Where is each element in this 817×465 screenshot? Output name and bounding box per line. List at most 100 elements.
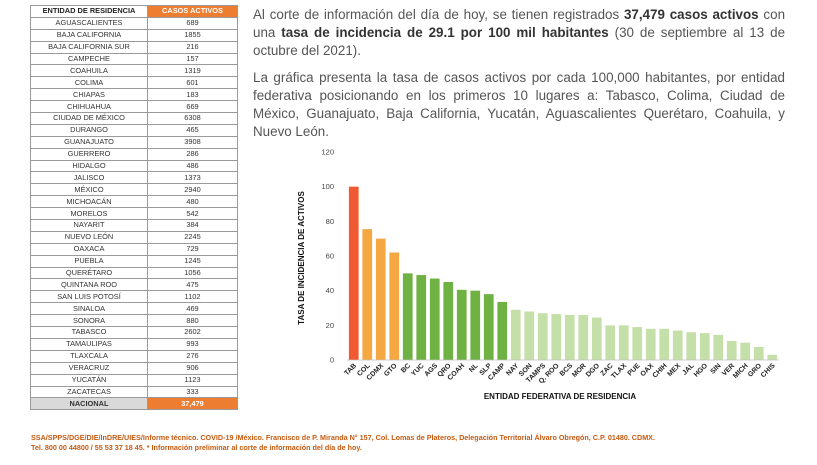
bar bbox=[659, 328, 670, 360]
cell-state: JALISCO bbox=[30, 171, 148, 185]
bar bbox=[618, 325, 629, 360]
table-row: CAMPECHE 157 bbox=[30, 52, 238, 66]
table-row: SAN LUIS POTOSÍ 1102 bbox=[30, 290, 238, 304]
active-cases-table: ENTIDAD DE RESIDENCIA CASOS ACTIVOS AGUA… bbox=[30, 5, 238, 411]
cell-state: MORELOS bbox=[30, 207, 148, 221]
summary-cases-bold: 37,479 casos activos bbox=[623, 7, 759, 22]
table-row: COLIMA 601 bbox=[30, 76, 238, 90]
footer-citation: SSA/SPPS/DGE/DIE/InDRE/UIES/Informe técn… bbox=[31, 433, 791, 452]
bar bbox=[348, 186, 359, 360]
table-row: BAJA CALIFORNIA 1855 bbox=[30, 28, 238, 42]
bar bbox=[713, 334, 724, 360]
cell-cases: 2245 bbox=[147, 230, 238, 244]
table-row: NAYARIT 384 bbox=[30, 219, 238, 232]
x-tick-label: DGO bbox=[585, 362, 602, 379]
table-row: MÉXICO 2940 bbox=[30, 183, 238, 197]
table-row: CIUDAD DE MÉXICO 6308 bbox=[30, 112, 238, 125]
cell-state: CHIAPAS bbox=[30, 88, 148, 102]
cell-state: TAMAULIPAS bbox=[30, 337, 148, 351]
cell-cases: 906 bbox=[147, 361, 238, 375]
bar bbox=[375, 238, 386, 360]
x-tick-label: GTO bbox=[383, 362, 399, 378]
cell-state: MICHOACÁN bbox=[30, 195, 148, 209]
bar bbox=[645, 328, 656, 360]
bar bbox=[429, 278, 440, 360]
cell-cases: 286 bbox=[147, 147, 238, 161]
bar bbox=[551, 314, 562, 360]
y-axis-title: TASA DE INCIDENCIA DE ACTIVOS bbox=[297, 191, 306, 325]
cell-state: BAJA CALIFORNIA bbox=[30, 28, 148, 42]
bar bbox=[389, 252, 400, 360]
bar bbox=[456, 289, 467, 360]
y-tick-label: 40 bbox=[326, 286, 334, 295]
x-tick-label: CHIH bbox=[652, 362, 669, 379]
table-row: GUANAJUATO 3908 bbox=[30, 135, 238, 149]
table-row: BAJA CALIFORNIA SUR 216 bbox=[30, 40, 238, 54]
cell-cases: 384 bbox=[147, 219, 238, 232]
y-axis-ticks: 0 20 40 60 80 100 120 bbox=[321, 148, 334, 365]
cell-state: PUEBLA bbox=[30, 254, 148, 268]
bar bbox=[416, 275, 427, 360]
cell-cases: 1056 bbox=[147, 266, 238, 280]
cell-cases: 1102 bbox=[147, 290, 238, 304]
bar bbox=[753, 347, 764, 360]
table-row: QUINTANA ROO 475 bbox=[30, 278, 238, 292]
table-row: TAMAULIPAS 993 bbox=[30, 337, 238, 351]
total-label: NACIONAL bbox=[30, 397, 148, 411]
chart-description-paragraph: La gráfica presenta la tasa de casos act… bbox=[253, 70, 785, 139]
table-body: AGUASCALIENTES 689 BAJA CALIFORNIA 1855 BAJA… bbox=[30, 16, 238, 399]
table-row: OAXACA 729 bbox=[30, 242, 238, 256]
table-row: NUEVO LEÓN 2245 bbox=[30, 230, 238, 244]
x-tick-label: MOR bbox=[571, 362, 588, 379]
bar bbox=[470, 290, 481, 360]
table-row: YUCATÁN 1123 bbox=[30, 373, 238, 387]
cell-state: CHIHUAHUA bbox=[30, 100, 148, 114]
cell-state: GUERRERO bbox=[30, 147, 148, 161]
table-row: QUERÉTARO 1056 bbox=[30, 266, 238, 280]
cell-state: NAYARIT bbox=[30, 219, 148, 232]
y-tick-label: 0 bbox=[330, 356, 334, 365]
cell-cases: 669 bbox=[147, 100, 238, 114]
cell-cases: 993 bbox=[147, 337, 238, 351]
cell-state: ZACATECAS bbox=[30, 385, 148, 399]
cell-state: GUANAJUATO bbox=[30, 135, 148, 149]
cell-state: OAXACA bbox=[30, 242, 148, 256]
bar bbox=[402, 273, 413, 360]
table-row: ZACATECAS 333 bbox=[30, 385, 238, 399]
table-row: VERACRUZ 906 bbox=[30, 361, 238, 375]
table-row: SINALOA 469 bbox=[30, 302, 238, 316]
cell-state: BAJA CALIFORNIA SUR bbox=[30, 40, 148, 54]
cell-state: SAN LUIS POTOSÍ bbox=[30, 290, 148, 304]
bar bbox=[362, 229, 373, 360]
bar bbox=[632, 327, 643, 360]
bar bbox=[767, 354, 778, 360]
chart-bars bbox=[348, 186, 778, 360]
table-row: MICHOACÁN 480 bbox=[30, 195, 238, 209]
table-total-row: NACIONAL 37,479 bbox=[30, 397, 238, 411]
bar bbox=[524, 311, 535, 360]
bar bbox=[443, 282, 454, 360]
cell-state: SONORA bbox=[30, 314, 148, 328]
bar bbox=[510, 309, 521, 360]
table-row: PUEBLA 1245 bbox=[30, 254, 238, 268]
cell-state: MÉXICO bbox=[30, 183, 148, 197]
cell-cases: 469 bbox=[147, 302, 238, 316]
header-state: ENTIDAD DE RESIDENCIA bbox=[30, 5, 148, 18]
bar bbox=[605, 325, 616, 360]
table-row: TLAXCALA 276 bbox=[30, 349, 238, 363]
x-tick-label: MEX bbox=[666, 362, 682, 378]
summary-text-c: con una bbox=[253, 7, 786, 40]
y-tick-label: 100 bbox=[321, 182, 334, 191]
table-row: COAHUILA 1319 bbox=[30, 64, 238, 78]
table-row: CHIHUAHUA 669 bbox=[30, 100, 238, 114]
cell-state: SINALOA bbox=[30, 302, 148, 316]
x-tick-label: YUC bbox=[410, 362, 425, 377]
summary-text-a: Al corte de información del día de hoy, … bbox=[253, 7, 624, 22]
footer-line-2: Tel. 800 00 44800 / 55 53 37 18 45. * In… bbox=[31, 442, 362, 452]
table-row: TABASCO 2602 bbox=[30, 326, 238, 339]
cell-cases: 601 bbox=[147, 76, 238, 90]
bar bbox=[497, 301, 508, 360]
table-header-row: ENTIDAD DE RESIDENCIA CASOS ACTIVOS bbox=[30, 5, 238, 18]
table-row: HIDALGO 486 bbox=[30, 159, 238, 173]
